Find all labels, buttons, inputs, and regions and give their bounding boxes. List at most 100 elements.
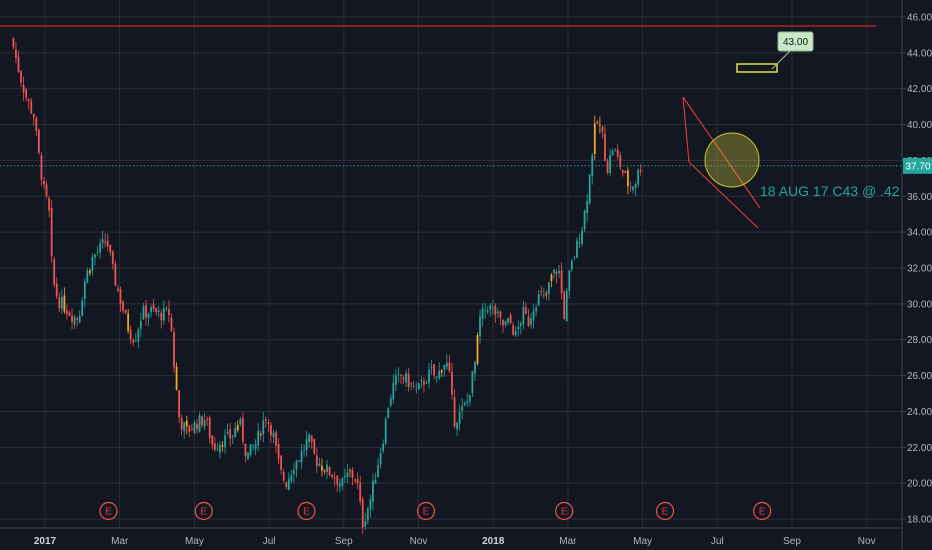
candle	[264, 416, 267, 428]
grid-lines	[0, 0, 902, 528]
candle	[486, 306, 489, 315]
candle-body	[425, 383, 428, 384]
candle-body	[213, 443, 216, 450]
candle-body	[188, 425, 191, 432]
candle-body	[596, 121, 599, 124]
candle-body	[111, 251, 114, 264]
earnings-marker-circle	[753, 501, 772, 521]
candle	[435, 376, 438, 383]
candle	[211, 434, 214, 450]
candle	[494, 303, 497, 323]
candle-body	[412, 386, 415, 387]
y-tick-label: 20.00	[907, 479, 932, 490]
y-tick-label: 28.00	[907, 335, 932, 346]
candle-body	[231, 436, 234, 438]
candle-body	[568, 270, 571, 291]
candle	[448, 355, 451, 374]
candle-body	[514, 330, 517, 336]
candle-body	[180, 418, 183, 430]
candle-body	[369, 499, 372, 510]
candle	[226, 423, 229, 436]
candle-body	[377, 465, 379, 478]
candle-body	[474, 361, 476, 374]
candle	[234, 422, 237, 438]
candle-body	[48, 198, 50, 211]
candle-body	[287, 478, 290, 490]
candle-body	[321, 465, 323, 471]
candle-body	[609, 155, 611, 173]
candle	[155, 307, 158, 316]
current-price-label: 37.70	[905, 161, 930, 172]
earnings-marker-circle	[555, 501, 574, 521]
candle-body	[466, 400, 469, 403]
x-tick-label: May	[633, 536, 652, 547]
candle-body	[502, 320, 504, 326]
candle	[157, 305, 160, 318]
candle	[183, 422, 186, 439]
candle-body	[45, 184, 48, 197]
candle	[634, 181, 637, 197]
candle	[328, 465, 331, 477]
candle	[134, 333, 137, 342]
candle-body	[565, 290, 568, 322]
candle	[231, 434, 234, 445]
candle-body	[563, 292, 566, 319]
candle-body	[496, 311, 499, 314]
candle	[484, 302, 487, 319]
y-tick-label: 36.00	[907, 192, 932, 203]
candle	[374, 472, 377, 484]
candle-body	[637, 170, 640, 185]
candle-body	[448, 362, 451, 372]
candle	[331, 474, 334, 480]
candle-body	[247, 452, 249, 459]
candle-body	[382, 443, 385, 452]
candle-body	[349, 469, 351, 471]
y-tick-label: 44.00	[907, 48, 932, 59]
candle	[196, 419, 198, 434]
candle-body	[53, 259, 56, 285]
candle-body	[451, 371, 453, 395]
candle-body	[461, 406, 464, 411]
candle-body	[109, 245, 112, 253]
candle	[15, 41, 17, 64]
candle	[502, 318, 504, 333]
candle-body	[50, 207, 53, 257]
candle-body	[114, 263, 117, 286]
candle-body	[471, 371, 474, 394]
candle	[275, 429, 277, 453]
candle-body	[598, 125, 601, 126]
candle-body	[254, 444, 257, 449]
candle-body	[366, 508, 369, 521]
candle-body	[35, 117, 38, 131]
earnings-marker-circle	[194, 501, 213, 521]
candle-body	[507, 317, 509, 323]
candle	[239, 416, 242, 427]
candle	[160, 309, 163, 329]
candle	[12, 37, 15, 50]
candle	[132, 338, 135, 347]
candle-body	[443, 364, 446, 370]
candle	[308, 433, 311, 448]
x-tick-label: Nov	[410, 536, 428, 547]
candle	[185, 415, 188, 435]
candle-body	[224, 435, 226, 448]
x-tick-label: 2018	[482, 536, 505, 547]
candle-body	[313, 439, 316, 454]
candle	[147, 312, 150, 327]
candle	[290, 469, 293, 484]
candle-body	[244, 443, 247, 456]
candle	[341, 476, 344, 491]
candle-body	[384, 418, 387, 444]
candle-body	[282, 472, 285, 481]
earnings-marker-label: E	[303, 507, 310, 518]
candle	[295, 459, 298, 478]
candle-body	[519, 323, 522, 326]
candle	[86, 267, 89, 284]
candle-body	[468, 394, 471, 402]
earnings-marker: E	[99, 501, 118, 521]
candle-body	[318, 463, 321, 466]
candle-body	[407, 373, 410, 388]
candle	[216, 442, 219, 451]
candle	[252, 443, 254, 451]
